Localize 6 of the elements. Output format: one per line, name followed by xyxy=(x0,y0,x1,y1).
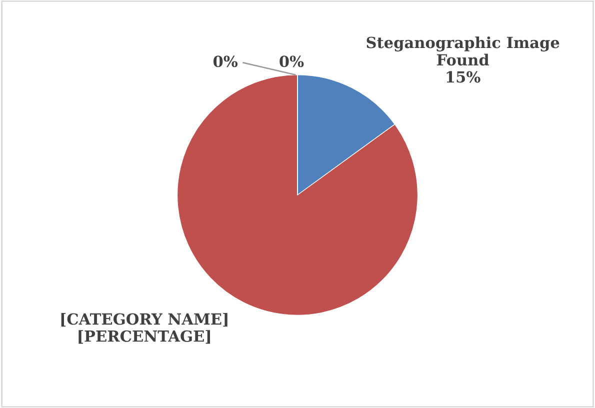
data-label: [PERCENTAGE] xyxy=(78,330,210,344)
slice-label: Steganographic Image Found xyxy=(366,36,560,66)
data-label: 15% xyxy=(446,71,480,83)
text: 0% xyxy=(213,56,238,68)
slice-label: [CATEGORY NAME] xyxy=(61,312,228,327)
text: 0% xyxy=(280,56,304,68)
